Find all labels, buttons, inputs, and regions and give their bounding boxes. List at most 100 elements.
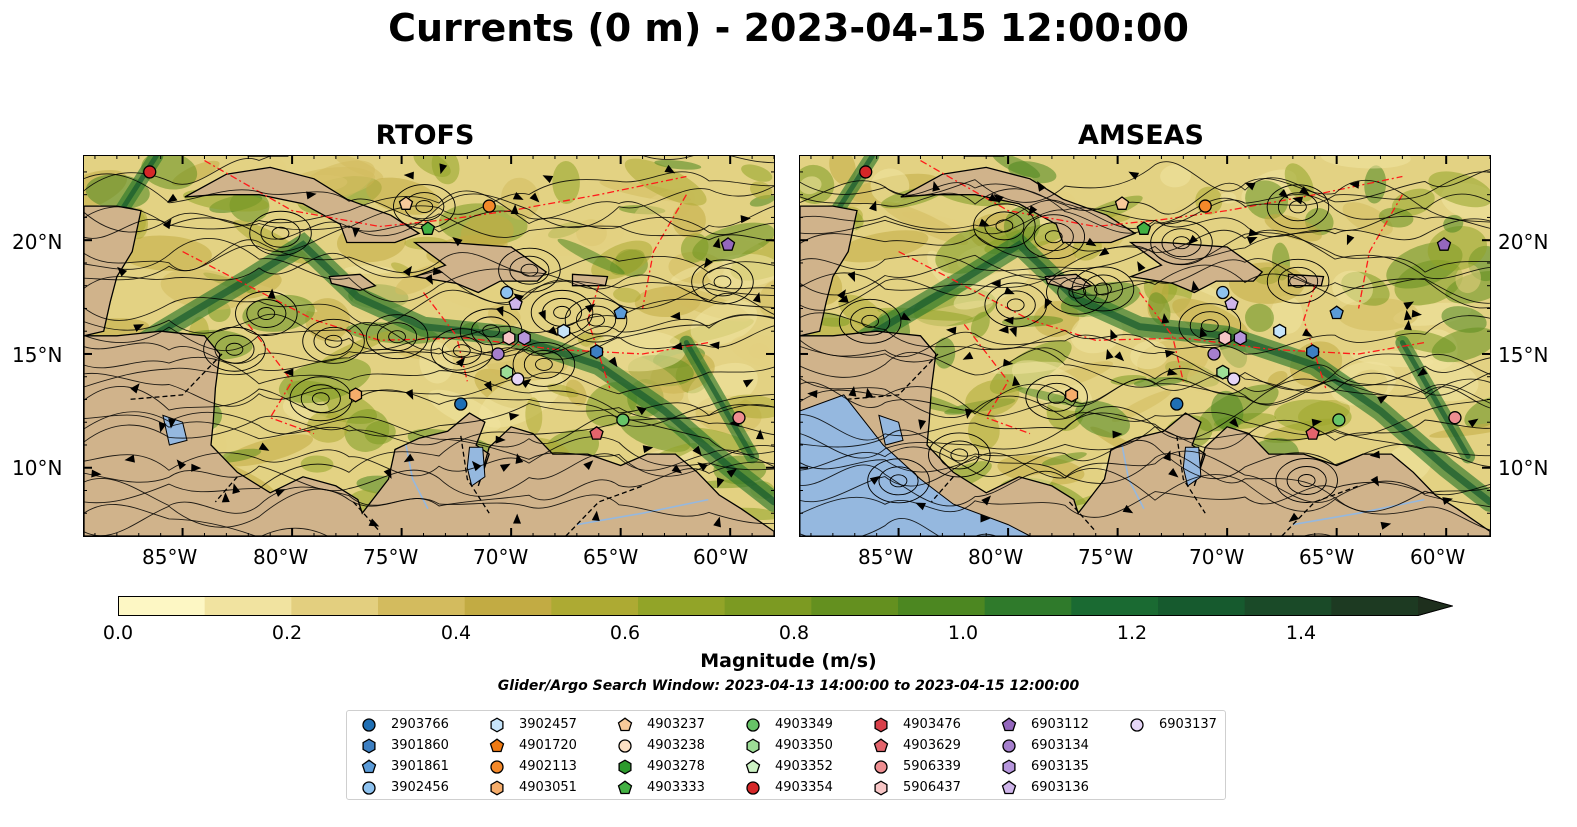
legend-label: 4903629 [903,738,961,753]
colorbar-tick: 0.8 [778,622,810,644]
legend-marker-hexagon [874,717,888,733]
legend-marker-icon [618,739,632,753]
colorbar-tick: 1.4 [1285,622,1317,644]
legend-marker-icon [1002,739,1016,753]
legend-label: 6903137 [1159,717,1217,732]
colorbar-tick: 1.0 [947,622,979,644]
float-marker-4902113 [1198,199,1212,213]
lon-label-left-65: 65°W [583,545,639,569]
legend-marker-hexagon [362,738,376,754]
colorbar-tick: 0.2 [271,622,303,644]
float-marker-3901860 [1306,344,1320,360]
float-marker-5906339 [1448,411,1462,425]
float-marker-5906437 [502,330,516,346]
legend-marker-icon [873,738,889,753]
legend-marker-icon [490,760,504,774]
float-marker-6903112 [1436,237,1452,251]
float-marker-4903051 [1065,387,1079,403]
float-marker-6903134 [1207,347,1221,361]
legend-label: 3901860 [391,738,449,753]
legend-label: 5906437 [903,780,961,795]
panel-title-rtofs: RTOFS [375,120,475,151]
colorbar-segment [1244,596,1332,616]
legend-marker-hexagon [1002,759,1016,775]
legend-marker-icon [362,781,376,795]
legend-label: 6903136 [1031,780,1089,795]
float-marker-4903354 [143,165,157,179]
float-marker-6903136 [508,296,523,311]
legend-label: 6903134 [1031,738,1089,753]
legend-marker-pentagon [361,759,377,774]
float-marker-4903629 [589,425,604,440]
lon-label-right-85: 85°W [858,545,914,569]
rtofs-map-canvas [84,156,774,536]
float-marker-3901861 [613,305,628,320]
legend-label: 4903278 [647,759,705,774]
lat-label-right-20: 20°N [1498,230,1549,254]
legend-marker-icon [746,718,760,732]
legend-label: 3901861 [391,759,449,774]
float-marker-3902457 [557,323,571,339]
legend-marker-icon [362,718,376,732]
colorbar-label: Magnitude (m/s) [700,650,877,672]
colorbar-segment [1071,596,1159,616]
lon-label-right-75: 75°W [1078,545,1134,569]
float-marker-4903350 [1216,364,1230,380]
legend-marker-icon [362,738,376,754]
lon-label-left-85: 85°W [142,545,198,569]
float-marker-3901860 [590,344,604,360]
legend-marker-circle [362,718,376,732]
legend-marker-pentagon [1001,717,1017,732]
legend-label: 4903354 [775,780,833,795]
colorbar-segment [1331,596,1419,616]
colorbar-segment [378,596,466,616]
float-marker-6903135 [1233,330,1247,346]
float-marker-4903333 [420,221,436,235]
float-marker-4903349 [616,413,630,427]
legend-marker-icon [874,760,888,774]
float-marker-5906437 [1218,330,1232,346]
colorbar-segment [291,596,379,616]
float-marker-2903766 [1170,397,1184,411]
colorbar [118,596,1453,616]
lat-label-left-20: 20°N [12,230,63,254]
lon-label-left-75: 75°W [363,545,419,569]
legend-marker-circle [746,718,760,732]
legend-marker-hexagon [746,738,760,754]
float-marker-3902457 [1273,323,1287,339]
legend-label: 4903333 [647,780,705,795]
lon-label-right-80: 80°W [968,545,1024,569]
legend-marker-icon [361,759,377,774]
float-marker-4903629 [1305,425,1320,440]
legend-marker-icon [617,717,633,732]
colorbar-segment [811,596,899,616]
amseas-map [799,155,1491,537]
amseas-map-canvas [800,156,1490,536]
lon-label-right-65: 65°W [1299,545,1355,569]
legend-marker-icon [874,780,888,796]
colorbar-segment [638,596,726,616]
legend-marker-circle [1130,718,1144,732]
legend-label: 6903112 [1031,717,1089,732]
legend-label: 4902113 [519,759,577,774]
legend-marker-icon [617,780,633,795]
colorbar-segment [118,596,206,616]
legend-marker-circle [874,760,888,774]
legend-marker-icon [874,717,888,733]
legend-marker-icon [746,738,760,754]
legend-label: 4903476 [903,717,961,732]
legend-label: 5906339 [903,759,961,774]
legend-marker-circle [618,739,632,753]
float-marker-6903134 [491,347,505,361]
float-marker-6903112 [720,237,736,251]
legend-marker-icon [618,759,632,775]
legend-marker-circle [746,781,760,795]
float-marker-4902113 [482,199,496,213]
float-marker-6903137 [1227,372,1241,386]
float-marker-4903237 [1114,196,1130,210]
legend-marker-circle [1002,739,1016,753]
legend-marker-icon [745,759,761,774]
legend-marker-icon [1001,780,1017,795]
float-marker-6903135 [517,330,531,346]
float-marker-4903237 [398,196,414,210]
